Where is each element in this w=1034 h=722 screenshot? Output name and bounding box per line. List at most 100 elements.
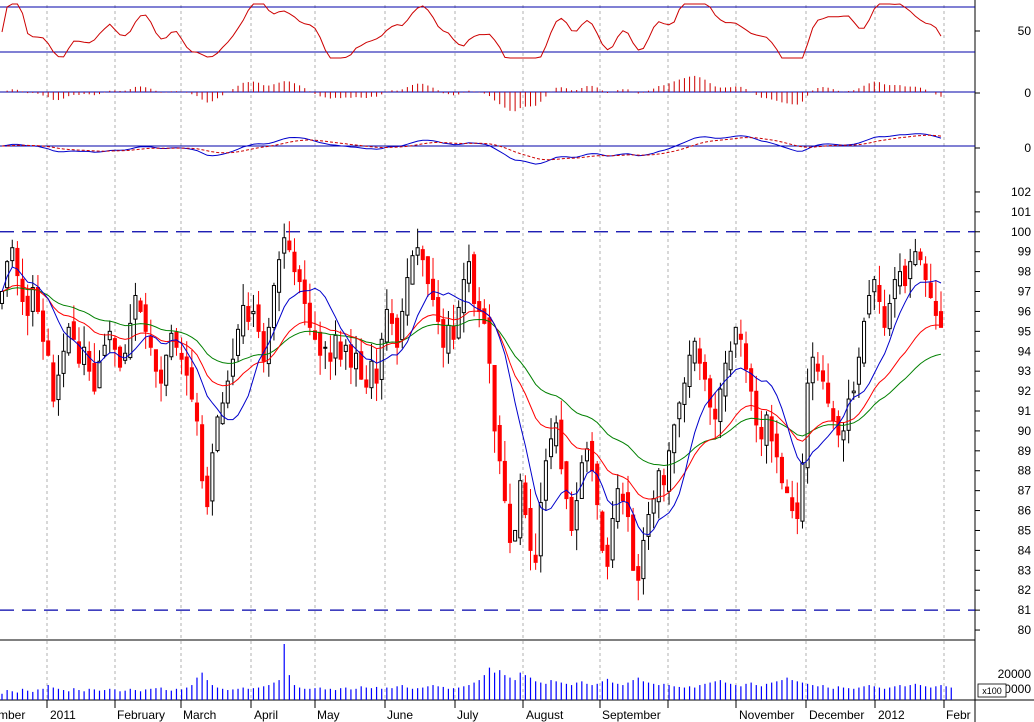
- candle: [687, 340, 692, 398]
- candle-body: [882, 306, 887, 328]
- candle-body: [215, 416, 220, 452]
- candle-body: [620, 493, 625, 502]
- candle: [713, 392, 718, 440]
- candle-body: [466, 261, 471, 284]
- candle-body: [307, 302, 312, 328]
- candle-body: [102, 344, 107, 356]
- candle-body: [708, 378, 713, 408]
- candle-body: [282, 237, 287, 254]
- candle: [318, 321, 323, 375]
- moving-average-slow: [1, 287, 942, 467]
- candle: [15, 241, 20, 296]
- candle-body: [677, 402, 682, 420]
- time-tick-label: September: [602, 708, 661, 722]
- price-tick-label: 89: [1018, 444, 1032, 458]
- candle-body: [841, 430, 846, 441]
- candle-body: [579, 462, 584, 499]
- candle: [277, 251, 282, 312]
- candle-body: [297, 269, 302, 283]
- candle-body: [71, 321, 76, 340]
- rsi-panel: [1, 3, 942, 59]
- candle: [523, 475, 528, 519]
- candle: [189, 350, 194, 403]
- candle: [235, 324, 241, 363]
- candle: [861, 317, 867, 367]
- candle-body: [230, 358, 235, 377]
- candle-body: [933, 300, 938, 316]
- candle: [656, 468, 661, 519]
- candle-body: [831, 408, 836, 422]
- price-tick-label: 93: [1018, 364, 1032, 378]
- candle: [364, 365, 369, 394]
- price-tick-label: 97: [1018, 285, 1032, 299]
- candle-body: [287, 240, 292, 251]
- candle: [384, 289, 389, 351]
- price-tick-label: 100: [1011, 225, 1031, 239]
- candle: [477, 287, 482, 328]
- candle: [733, 326, 738, 358]
- candle: [46, 328, 51, 357]
- candle: [728, 341, 733, 377]
- candle-body: [559, 419, 564, 470]
- candle: [153, 349, 158, 388]
- candle-body: [461, 279, 466, 314]
- candle-body: [87, 350, 92, 372]
- price-axis: 80 81 82 83 84 85 86 87 88 89 90 91 92 93 94 95 96 97 98 99…: [975, 24, 1032, 698]
- candle-body: [425, 256, 430, 285]
- candle: [938, 291, 944, 328]
- candle: [354, 335, 359, 387]
- candle-body: [128, 322, 133, 359]
- candle: [194, 392, 200, 436]
- candle: [76, 327, 82, 368]
- candle: [25, 284, 30, 336]
- candle-body: [846, 398, 851, 431]
- candle: [107, 320, 112, 354]
- candle: [312, 311, 318, 341]
- candle-body: [343, 344, 348, 352]
- candle: [56, 355, 61, 416]
- candle: [492, 364, 497, 453]
- candle-body: [430, 278, 436, 300]
- candle: [35, 275, 40, 315]
- candle-body: [205, 475, 210, 508]
- candle: [559, 400, 564, 475]
- candle-body: [420, 249, 425, 261]
- candle: [148, 319, 153, 356]
- candle-body: [877, 284, 882, 302]
- price-tick-label: 83: [1018, 563, 1032, 577]
- moving-average-mid: [1, 284, 942, 500]
- candle: [646, 501, 651, 550]
- candle-body: [20, 278, 25, 302]
- candle-body: [395, 317, 400, 348]
- candle: [672, 423, 677, 474]
- candle: [836, 410, 841, 448]
- price-tick-label: 88: [1018, 464, 1032, 478]
- candle: [543, 448, 548, 511]
- candle: [841, 422, 846, 462]
- candle: [631, 507, 636, 571]
- candle: [369, 343, 374, 399]
- candle: [518, 473, 523, 546]
- candle: [343, 339, 348, 370]
- candle: [790, 480, 795, 519]
- price-panel: [0, 221, 944, 601]
- candle-body: [66, 326, 71, 354]
- candle-body: [364, 379, 369, 388]
- candle: [292, 238, 297, 286]
- candle-body: [200, 424, 205, 482]
- candle: [908, 248, 913, 298]
- candle: [159, 356, 164, 402]
- time-tick-label: 2012: [878, 708, 905, 722]
- candle: [200, 415, 205, 489]
- candle-body: [533, 554, 538, 563]
- candle-body: [903, 265, 908, 287]
- time-tick-label: June: [387, 708, 413, 722]
- candle: [71, 305, 76, 341]
- candle: [374, 349, 379, 402]
- candle-body: [774, 433, 779, 458]
- candle-body: [861, 320, 867, 364]
- candle: [420, 245, 425, 277]
- time-tick-label: May: [317, 708, 340, 722]
- candle: [307, 283, 312, 336]
